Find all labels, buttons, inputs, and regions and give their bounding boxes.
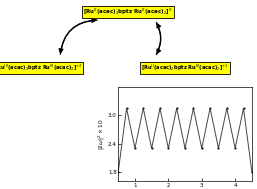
FancyArrowPatch shape <box>156 22 161 53</box>
Y-axis label: $|2\omega|^2\times10$: $|2\omega|^2\times10$ <box>96 118 107 150</box>
FancyArrowPatch shape <box>60 19 96 54</box>
Text: [Ru$^{\rm II}$(acac)$_2$bptz Ru$^{\rm II}$(acac)$_2$]$^0$: [Ru$^{\rm II}$(acac)$_2$bptz Ru$^{\rm II… <box>83 7 173 17</box>
Text: [Ru$^{\rm III}$(acac)$_2$bptz Ru$^{\rm III}$(acac)$_2$]$^{+2}$: [Ru$^{\rm III}$(acac)$_2$bptz Ru$^{\rm I… <box>0 63 82 73</box>
FancyArrowPatch shape <box>156 24 161 55</box>
FancyArrowPatch shape <box>59 20 97 53</box>
Text: [Ru$^{\rm II}$(acac)$_2$bptz Ru$^{\rm III}$(acac)$_2$]$^{+1}$: [Ru$^{\rm II}$(acac)$_2$bptz Ru$^{\rm II… <box>141 63 229 73</box>
